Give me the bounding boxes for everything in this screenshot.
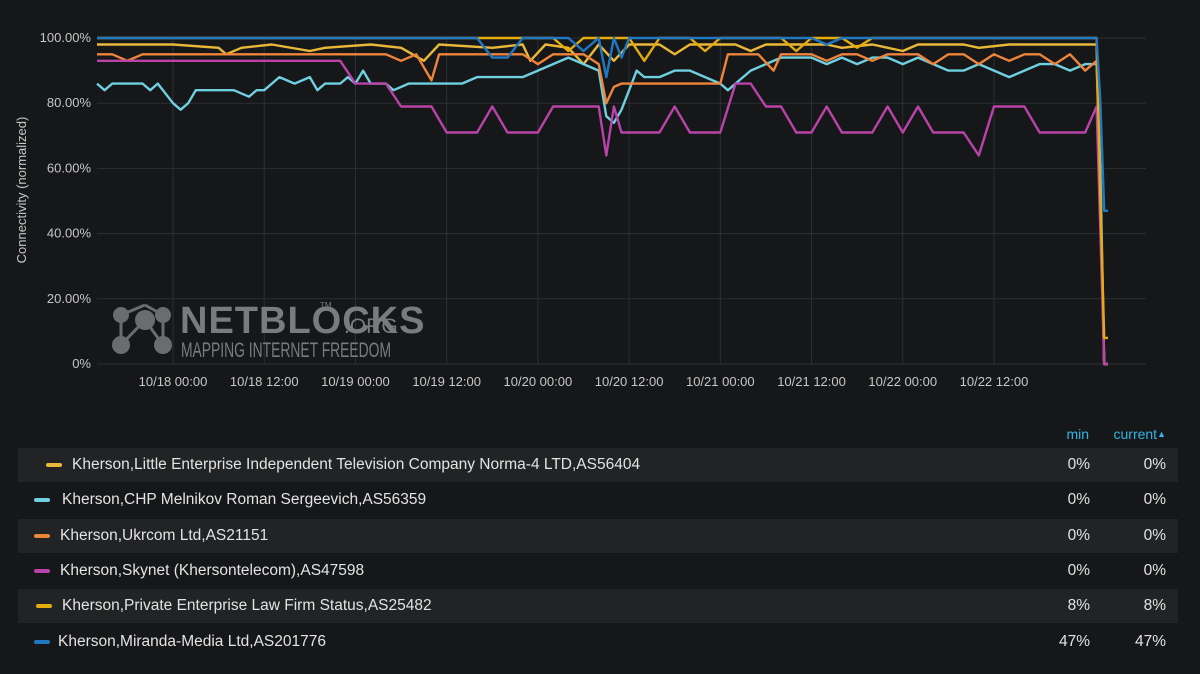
y-axis: 0% 20.00% 40.00% 60.00% 80.00% 100.00% (40, 30, 92, 371)
y-tick-label: 20.00% (47, 291, 92, 306)
series-line-5[interactable] (97, 36, 1108, 213)
watermark-tm: TM (320, 301, 332, 310)
legend-current-value: 0% (1143, 491, 1166, 509)
legend-swatch (34, 498, 50, 503)
legend-min-value: 0% (1067, 526, 1090, 544)
x-tick-label: 10/21 00:00 (686, 374, 755, 389)
legend-row[interactable]: Kherson,Skynet (Khersontelecom),AS47598 0… (18, 554, 1178, 588)
legend-row[interactable]: Kherson,Little Enterprise Independent Te… (18, 448, 1178, 482)
watermark-title: NETBLOCKS (180, 300, 425, 342)
legend-swatch (34, 533, 50, 538)
chart: NETBLOCKS TM .ORG MAPPING INTERNET FREED… (14, 30, 1146, 389)
series-line-0[interactable] (97, 43, 1108, 366)
x-axis: 10/18 00:00 10/18 12:00 10/19 00:00 10/19 1… (139, 374, 1029, 389)
legend-current-value: 0% (1143, 456, 1166, 473)
legend-current-value: 47% (1134, 632, 1166, 650)
legend-row[interactable]: Kherson,Ukrcom Ltd,AS21151 0% 0% (18, 518, 1178, 553)
legend-swatch (46, 463, 62, 467)
x-tick-label: 10/22 12:00 (960, 374, 1029, 389)
y-axis-label: Connectivity (normalized) (14, 117, 29, 264)
legend-series-name[interactable]: Kherson,Private Enterprise Law Firm Stat… (62, 597, 432, 615)
legend-row[interactable]: Kherson,CHP Melnikov Roman Sergeevich,AS… (18, 483, 1178, 517)
legend-min-value: 47% (1058, 632, 1090, 650)
x-tick-label: 10/21 12:00 (777, 374, 846, 389)
legend-swatch (34, 639, 50, 644)
x-tick-label: 10/19 12:00 (412, 374, 481, 389)
legend-series-name[interactable]: Kherson,Ukrcom Ltd,AS21151 (60, 526, 269, 544)
legend-swatch (34, 568, 50, 573)
y-tick-label: 0% (72, 356, 91, 371)
legend-current-value: 0% (1143, 526, 1166, 544)
legend-series-name[interactable]: Kherson,CHP Melnikov Roman Sergeevich,AS… (62, 491, 427, 509)
legend-row[interactable]: Kherson,Private Enterprise Law Firm Stat… (18, 589, 1178, 624)
legend-min-value: 0% (1067, 456, 1090, 473)
legend-current-value: 0% (1143, 561, 1166, 579)
netblocks-logo-icon (112, 303, 172, 354)
watermark-org: .ORG (344, 315, 398, 338)
sort-ascending-icon: ▲ (1157, 429, 1166, 439)
netblocks-watermark: NETBLOCKS TM .ORG MAPPING INTERNET FREED… (112, 300, 425, 362)
legend-header: min current▲ (0, 426, 1200, 446)
legend-min-value: 0% (1067, 561, 1090, 579)
series (96, 36, 1108, 366)
legend-series-name[interactable]: Kherson,Skynet (Khersontelecom),AS47598 (60, 561, 365, 579)
legend-min-value: 0% (1067, 491, 1090, 509)
watermark-tagline: MAPPING INTERNET FREEDOM (181, 339, 391, 362)
legend-current-header[interactable]: current▲ (1114, 426, 1167, 442)
series-line-2[interactable] (97, 53, 1108, 366)
legend-current-value: 8% (1143, 597, 1166, 615)
legend-min-value: 8% (1067, 597, 1090, 615)
x-tick-label: 10/18 00:00 (139, 374, 208, 389)
series-line-1[interactable] (96, 56, 1108, 366)
x-tick-label: 10/19 00:00 (321, 374, 390, 389)
x-tick-label: 10/18 12:00 (230, 374, 299, 389)
legend-series-name[interactable]: Kherson,Little Enterprise Independent Te… (72, 456, 641, 473)
y-tick-label: 40.00% (47, 226, 92, 241)
legend-row[interactable]: Kherson,Miranda-Media Ltd,AS201776 47% 47% (18, 625, 1178, 659)
legend-swatch (36, 604, 52, 609)
legend-current-label: current (1113, 426, 1158, 442)
legend-series-name[interactable]: Kherson,Miranda-Media Ltd,AS201776 (58, 632, 326, 650)
y-tick-label: 100.00% (40, 30, 92, 45)
x-tick-label: 10/22 00:00 (868, 374, 937, 389)
series-line-3[interactable] (97, 59, 1108, 366)
y-tick-label: 80.00% (47, 95, 92, 110)
y-tick-label: 60.00% (47, 160, 92, 175)
legend-min-header[interactable]: min (1066, 426, 1089, 442)
x-tick-label: 10/20 12:00 (595, 374, 664, 389)
x-tick-label: 10/20 00:00 (504, 374, 573, 389)
